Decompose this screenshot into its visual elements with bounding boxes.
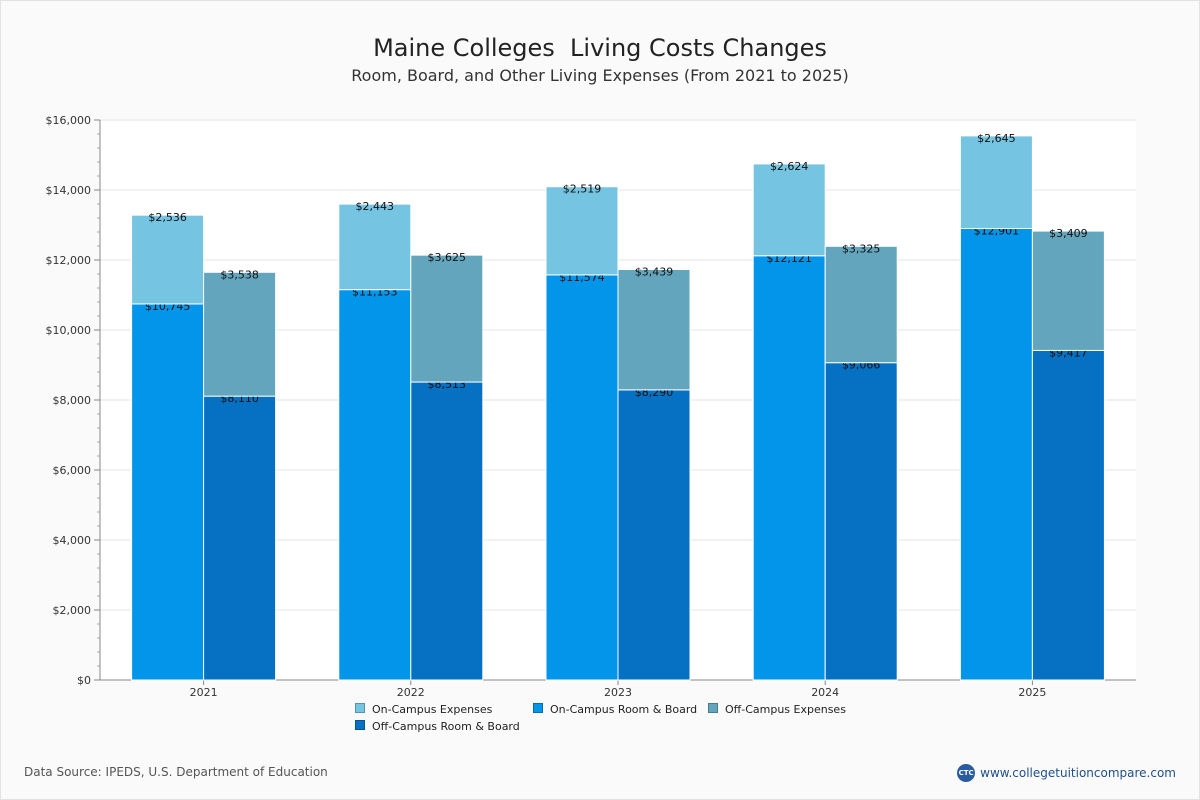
chart-title: Maine Colleges Living Costs Changes: [373, 34, 827, 62]
x-tick-label: 2023: [604, 686, 632, 699]
legend-swatch: [533, 703, 543, 713]
data-label: $3,538: [220, 268, 259, 281]
legend-item-on-campus-room-board[interactable]: On-Campus Room & Board: [533, 703, 697, 716]
bar-segment: [203, 395, 277, 681]
data-label: $3,625: [428, 251, 467, 264]
data-label: $3,409: [1049, 227, 1088, 240]
data-source-note: Data Source: IPEDS, U.S. Department of E…: [24, 765, 328, 779]
bar-segment: [1031, 349, 1105, 681]
y-tick-label: $2,000: [53, 604, 92, 617]
brand-link[interactable]: CTC www.collegetuitioncompare.com: [957, 764, 1176, 782]
data-label: $2,443: [356, 200, 395, 213]
bar-segment: [410, 381, 484, 681]
legend-label: On-Campus Expenses: [372, 703, 493, 716]
bar-segment: [338, 289, 412, 681]
y-tick-label: $8,000: [53, 394, 92, 407]
y-tick-label: $14,000: [46, 184, 92, 197]
legend-swatch: [355, 703, 365, 713]
bar-segment: [131, 303, 205, 681]
data-label: $2,519: [563, 183, 602, 196]
bar-segment: [203, 271, 277, 397]
bar-segment: [824, 245, 898, 364]
y-tick-label: $0: [77, 674, 91, 687]
y-tick-label: $6,000: [53, 464, 92, 477]
bar-segment: [545, 274, 619, 681]
legend-label: Off-Campus Room & Board: [372, 720, 520, 733]
y-tick-label: $16,000: [46, 114, 92, 127]
bar-segment: [959, 227, 1033, 681]
data-label: $2,624: [770, 160, 809, 173]
bar-segment: [545, 186, 619, 276]
legend-item-off-campus-expenses[interactable]: Off-Campus Expenses: [708, 703, 846, 716]
x-tick-label: 2024: [811, 686, 839, 699]
brand-logo-icon: CTC: [957, 764, 976, 782]
bar-segment: [131, 214, 205, 305]
y-tick-label: $4,000: [53, 534, 92, 547]
data-label: $2,645: [977, 132, 1016, 145]
legend-swatch: [708, 703, 718, 713]
legend-swatch: [355, 720, 365, 730]
bar-segment: [1031, 230, 1105, 351]
data-label: $2,536: [148, 211, 187, 224]
bar-segment: [617, 389, 691, 681]
bar-segment: [959, 135, 1033, 229]
bar-segment: [617, 268, 691, 391]
x-tick-label: 2021: [190, 686, 218, 699]
chart-subtitle: Room, Board, and Other Living Expenses (…: [351, 66, 849, 85]
data-label: $3,439: [635, 265, 674, 278]
y-tick-label: $10,000: [46, 324, 92, 337]
brand-url: www.collegetuitioncompare.com: [980, 766, 1176, 780]
legend-item-off-campus-room-board[interactable]: Off-Campus Room & Board: [355, 720, 520, 733]
bar-segment: [752, 163, 826, 257]
legend-label: Off-Campus Expenses: [725, 703, 846, 716]
x-tick-label: 2025: [1018, 686, 1046, 699]
legend-label: On-Campus Room & Board: [550, 703, 698, 716]
bar-segment: [410, 254, 484, 383]
bar-segment: [824, 362, 898, 681]
y-tick-label: $12,000: [46, 254, 92, 267]
x-tick-label: 2022: [397, 686, 425, 699]
legend-item-on-campus-expenses[interactable]: On-Campus Expenses: [355, 703, 492, 716]
bar-segment: [338, 203, 412, 291]
bar-segment: [752, 255, 826, 681]
data-label: $3,325: [842, 242, 881, 255]
